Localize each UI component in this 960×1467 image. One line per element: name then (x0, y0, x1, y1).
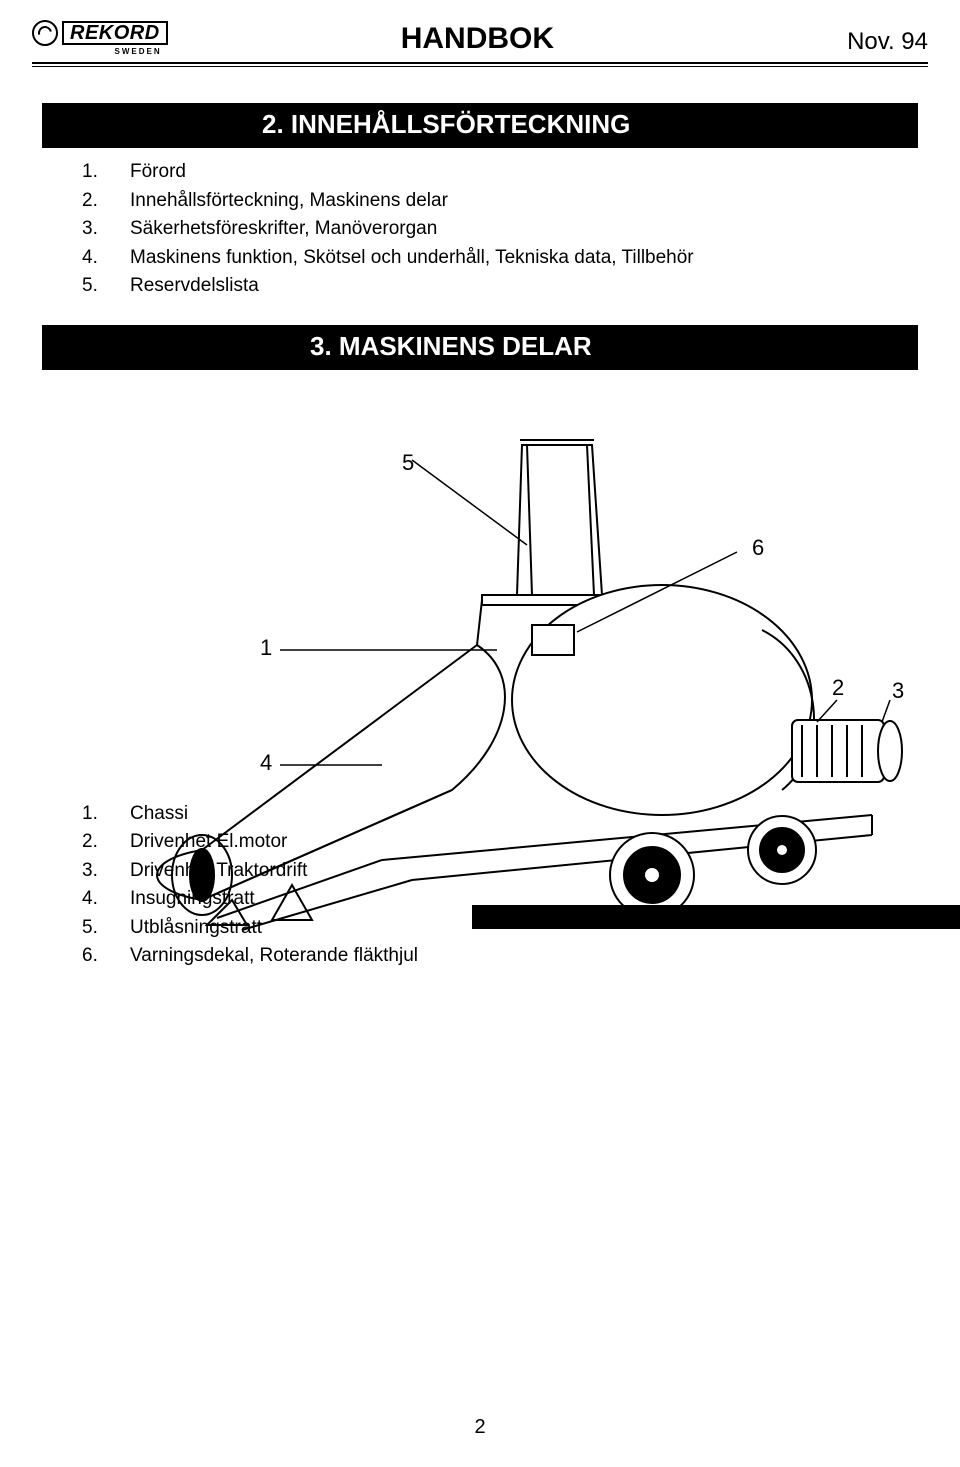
toc-item-text: Säkerhetsföreskrifter, Manöverorgan (130, 215, 437, 244)
parts-item: 5. Utblåsningstratt (82, 914, 418, 943)
parts-item-text: Drivenhet El.motor (130, 828, 287, 857)
parts-item: 1. Chassi (82, 800, 418, 829)
toc-item: 3. Säkerhetsföreskrifter, Manöverorgan (82, 215, 928, 244)
toc-item-number: 2. (82, 187, 130, 216)
parts-item: 3. Drivenhet Traktordrift (82, 857, 418, 886)
parts-list: 1. Chassi 2. Drivenhet El.motor 3. Drive… (82, 800, 418, 971)
black-bar (472, 905, 960, 929)
parts-item-text: Chassi (130, 800, 188, 829)
callout-6: 6 (752, 535, 764, 561)
logo-brand-text: REKORD (62, 21, 168, 45)
callout-4: 4 (260, 750, 272, 776)
toc-item-number: 4. (82, 244, 130, 273)
parts-heading-text: 3. MASKINENS DELAR (42, 331, 918, 362)
toc-item-text: Reservdelslista (130, 272, 259, 301)
parts-item: 6. Varningsdekal, Roterande fläkthjul (82, 942, 418, 971)
parts-item-number: 5. (82, 914, 130, 943)
toc-item-number: 1. (82, 158, 130, 187)
toc-item-text: Innehållsförteckning, Maskinens delar (130, 187, 448, 216)
page-header: REKORD SWEDEN HANDBOK Nov. 94 (32, 20, 928, 60)
parts-item-number: 3. (82, 857, 130, 886)
page-date: Nov. 94 (847, 28, 928, 56)
logo-swirl-icon (32, 20, 58, 46)
toc-item-number: 3. (82, 215, 130, 244)
parts-item: 4. Insugningstratt (82, 885, 418, 914)
parts-item-text: Drivenhet Traktordrift (130, 857, 307, 886)
toc-item-number: 5. (82, 272, 130, 301)
callout-5: 5 (402, 450, 414, 476)
toc-item: 5. Reservdelslista (82, 272, 928, 301)
toc-heading-text: 2. INNEHÅLLSFÖRTECKNING (42, 109, 918, 140)
parts-item-number: 2. (82, 828, 130, 857)
toc-item-text: Förord (130, 158, 186, 187)
toc-item: 1. Förord (82, 158, 928, 187)
parts-item-text: Utblåsningstratt (130, 914, 262, 943)
parts-item-text: Varningsdekal, Roterande fläkthjul (130, 942, 418, 971)
toc-item: 2. Innehållsförteckning, Maskinens delar (82, 187, 928, 216)
machine-diagram: 5 6 1 2 3 4 1. Chassi 2. Drivenhet El.mo… (32, 420, 928, 980)
parts-heading-banner: 3. MASKINENS DELAR (42, 325, 918, 370)
parts-item-number: 6. (82, 942, 130, 971)
page-number: 2 (0, 1416, 960, 1439)
toc-list: 1. Förord 2. Innehållsförteckning, Maski… (82, 158, 928, 301)
parts-item: 2. Drivenhet El.motor (82, 828, 418, 857)
brand-logo: REKORD SWEDEN (32, 20, 168, 56)
callout-3: 3 (892, 678, 904, 704)
logo-subtext: SWEDEN (115, 47, 168, 56)
parts-item-number: 1. (82, 800, 130, 829)
parts-item-number: 4. (82, 885, 130, 914)
callout-1: 1 (260, 635, 272, 661)
toc-item-text: Maskinens funktion, Skötsel och underhål… (130, 244, 694, 273)
toc-heading-banner: 2. INNEHÅLLSFÖRTECKNING (42, 103, 918, 148)
header-rule (32, 62, 928, 67)
page-title: HANDBOK (168, 22, 847, 56)
toc-item: 4. Maskinens funktion, Skötsel och under… (82, 244, 928, 273)
callout-2: 2 (832, 675, 844, 701)
parts-item-text: Insugningstratt (130, 885, 255, 914)
